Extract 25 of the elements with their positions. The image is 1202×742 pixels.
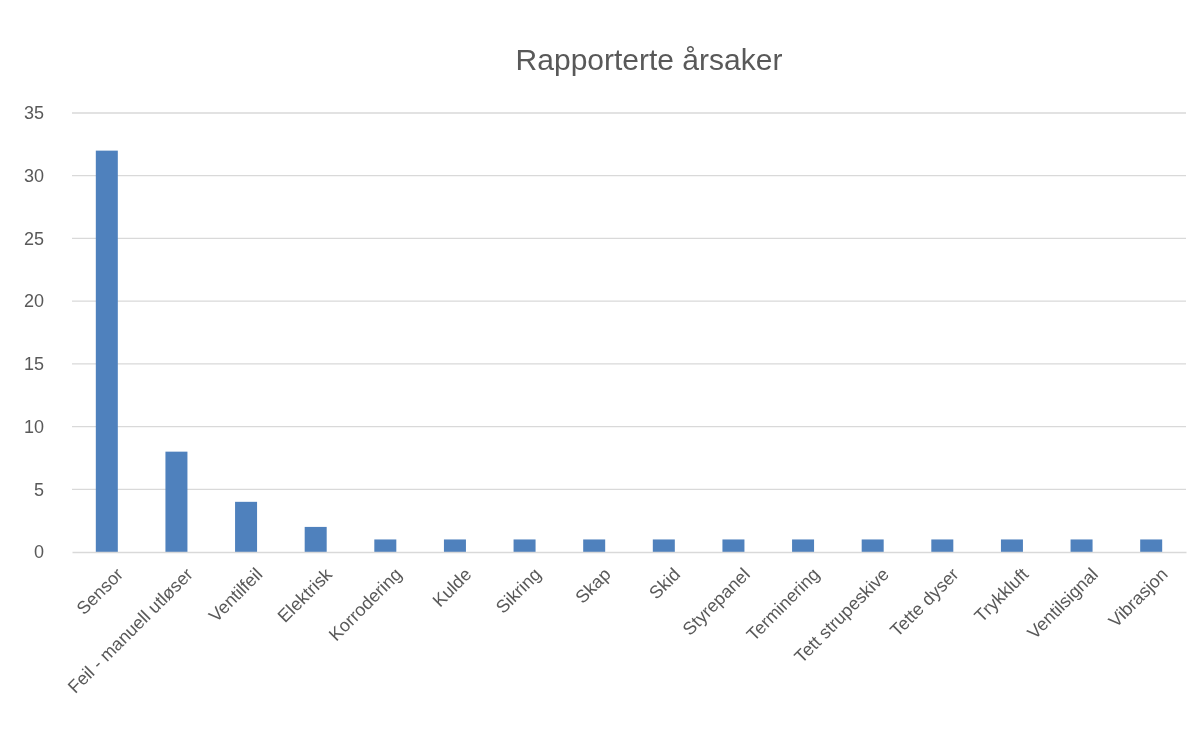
y-tick-label: 5	[33, 479, 44, 500]
bar	[861, 539, 884, 552]
y-tick-label: 25	[23, 228, 44, 249]
y-tick-label: 35	[23, 103, 44, 124]
y-tick-label: 15	[23, 354, 44, 375]
bar	[583, 539, 606, 552]
bar	[374, 539, 397, 552]
bar	[513, 539, 536, 552]
bar	[304, 526, 327, 552]
bar	[792, 539, 815, 552]
bar	[1000, 539, 1023, 552]
y-tick-label: 10	[23, 416, 44, 437]
bar	[165, 451, 188, 552]
bar	[722, 539, 745, 552]
bar	[443, 539, 466, 552]
bar	[95, 150, 118, 552]
bar	[1070, 539, 1093, 552]
bar	[931, 539, 954, 552]
y-tick-label: 20	[23, 291, 44, 312]
bar	[1140, 539, 1163, 552]
y-tick-label: 30	[23, 165, 44, 186]
bar	[235, 501, 258, 552]
y-tick-label: 0	[33, 542, 44, 563]
chart-title: Rapporterte årsaker	[515, 43, 783, 76]
bar	[652, 539, 675, 552]
